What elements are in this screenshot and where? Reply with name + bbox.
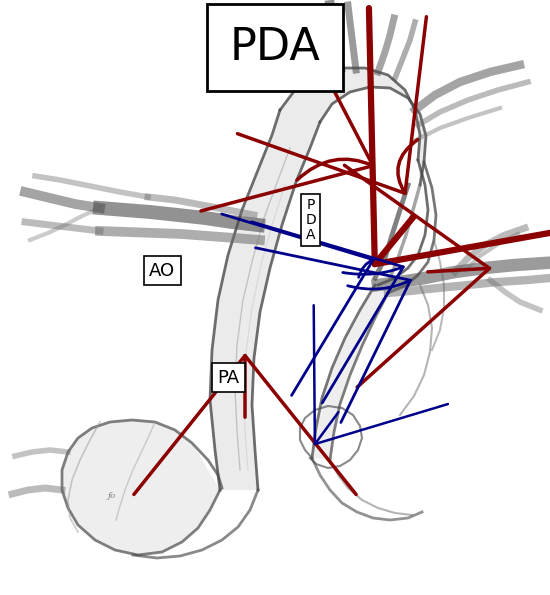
Polygon shape: [62, 420, 220, 555]
Polygon shape: [210, 110, 320, 490]
Text: PA: PA: [217, 369, 239, 387]
Text: PDA: PDA: [229, 26, 321, 69]
Text: AO: AO: [149, 262, 175, 280]
Polygon shape: [280, 68, 426, 185]
Text: ƒo: ƒo: [108, 492, 116, 500]
Text: P
D
A: P D A: [305, 198, 316, 242]
Polygon shape: [312, 285, 388, 460]
